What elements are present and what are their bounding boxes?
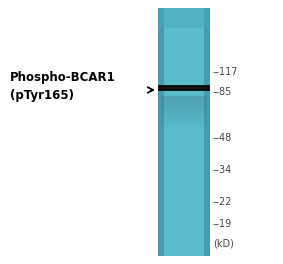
Bar xyxy=(158,85,210,91)
Bar xyxy=(161,110,207,111)
Bar xyxy=(161,105,207,106)
Text: Phospho-BCAR1: Phospho-BCAR1 xyxy=(10,72,116,84)
Bar xyxy=(158,8,210,28)
Bar xyxy=(161,98,207,100)
Bar xyxy=(204,8,210,256)
Bar xyxy=(161,108,207,110)
Text: --22: --22 xyxy=(213,197,233,207)
Bar xyxy=(161,113,207,115)
Bar xyxy=(161,128,207,130)
Text: (kD): (kD) xyxy=(213,238,234,248)
Text: --117: --117 xyxy=(213,67,239,77)
Text: --34: --34 xyxy=(213,165,232,175)
Bar xyxy=(161,111,207,113)
Bar xyxy=(161,103,207,105)
Text: --85: --85 xyxy=(213,87,232,97)
Bar xyxy=(161,118,207,120)
Bar xyxy=(161,101,207,103)
Bar xyxy=(161,116,207,118)
Text: --19: --19 xyxy=(213,219,232,229)
Bar xyxy=(161,115,207,116)
Text: (pTyr165): (pTyr165) xyxy=(10,89,74,102)
Bar xyxy=(161,120,207,121)
Bar xyxy=(161,121,207,123)
Bar xyxy=(158,8,164,256)
Bar xyxy=(161,96,207,98)
Bar xyxy=(161,125,207,127)
Bar xyxy=(161,123,207,125)
Bar xyxy=(161,106,207,108)
Bar xyxy=(158,8,210,256)
Bar xyxy=(161,100,207,101)
Bar xyxy=(161,127,207,128)
Text: --48: --48 xyxy=(213,133,232,143)
